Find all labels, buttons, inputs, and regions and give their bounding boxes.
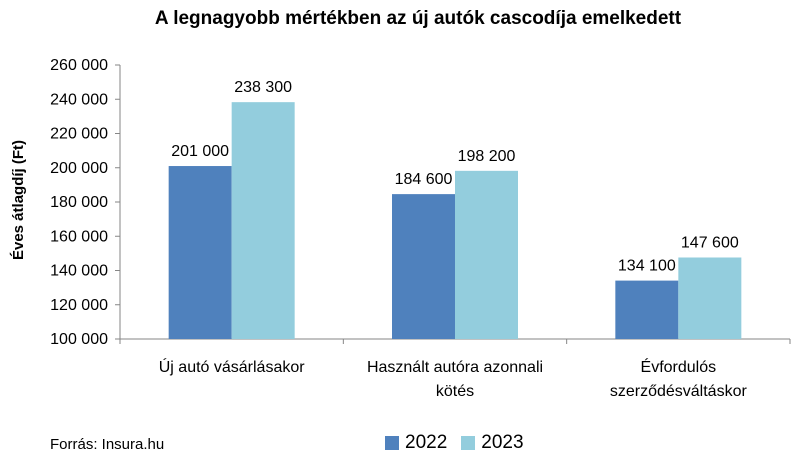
chart-title: A legnagyobb mértékben az új autók casco… [155, 8, 682, 29]
data-label: 147 600 [681, 234, 739, 251]
y-tick-label: 180 000 [50, 194, 108, 211]
data-label: 184 600 [395, 171, 453, 188]
y-axis-label: Éves átlagdíj (Ft) [10, 140, 27, 260]
legend-item-2023: 2023 [461, 432, 524, 454]
y-tick-label: 240 000 [50, 91, 108, 108]
y-tick-label: 200 000 [50, 160, 108, 177]
x-category-label: Évfordulós [641, 357, 717, 376]
bar-2022 [168, 166, 232, 339]
bar-2023 [455, 170, 518, 339]
plot-area: 100 000 120 000 140 000 160 000 180 000 200 0… [50, 57, 791, 400]
legend-label-2022: 2022 [405, 432, 448, 453]
bar-2022 [392, 194, 455, 339]
y-tick-label: 140 000 [50, 263, 108, 280]
y-tick-label: 160 000 [50, 228, 108, 245]
data-label: 198 200 [458, 148, 516, 165]
legend-item-2022: 2022 [385, 432, 447, 454]
data-label: 201 000 [171, 143, 229, 160]
legend-swatch-2023 [461, 436, 476, 450]
y-tick-label: 100 000 [50, 331, 108, 348]
data-label: 238 300 [234, 79, 292, 96]
bar-2022 [615, 280, 679, 339]
bar-2023 [231, 102, 295, 339]
x-category-label: Használt autóra azonnali [367, 359, 543, 376]
legend-label-2023: 2023 [481, 432, 524, 453]
x-category-label: Új autó vásárlásakor [159, 357, 306, 376]
bar-2023 [678, 257, 742, 339]
x-category-label: szerződésváltáskor [610, 383, 748, 400]
y-tick-label: 120 000 [50, 297, 108, 314]
legend: 2022 2023 [385, 432, 538, 454]
y-tick-label: 260 000 [50, 57, 108, 74]
legend-swatch-2022 [385, 436, 399, 450]
y-tick-label: 220 000 [50, 126, 108, 143]
data-label: 134 100 [618, 258, 676, 275]
x-category-label: kötés [436, 383, 474, 400]
source-note: Forrás: Insura.hu [50, 436, 165, 453]
